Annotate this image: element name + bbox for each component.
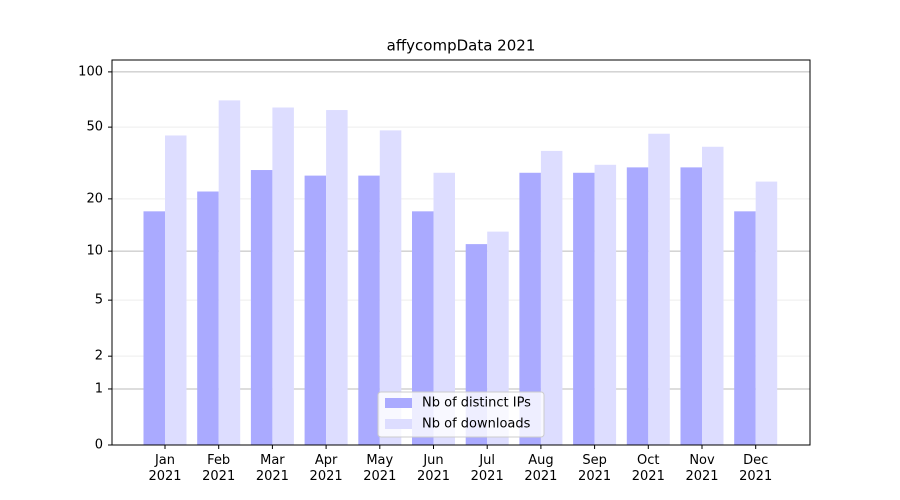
bar bbox=[734, 211, 756, 445]
bar bbox=[626, 167, 649, 446]
bar bbox=[433, 172, 455, 445]
x-tick-label: Jan 2021 bbox=[148, 453, 182, 484]
x-tick-label: Jun 2021 bbox=[416, 453, 451, 484]
bar bbox=[412, 211, 434, 445]
x-tick-label: Oct 2021 bbox=[631, 453, 665, 484]
bar bbox=[648, 133, 670, 445]
x-tick-label: Nov 2021 bbox=[685, 453, 719, 484]
plot-frame bbox=[111, 59, 811, 446]
x-tick-label: Mar 2021 bbox=[255, 453, 289, 484]
bar bbox=[519, 172, 541, 445]
chart-title: affycompData 2021 bbox=[387, 37, 536, 55]
bar bbox=[755, 181, 778, 445]
bar bbox=[197, 191, 219, 445]
legend: Nb of distinct IPs Nb of downloads bbox=[377, 391, 545, 438]
legend-swatch bbox=[385, 398, 412, 408]
y-tick-label: 0 bbox=[95, 438, 103, 453]
legend-label: Nb of distinct IPs bbox=[422, 396, 531, 411]
y-tick-label: 100 bbox=[78, 64, 103, 79]
x-tick-label: May 2021 bbox=[363, 453, 397, 484]
bar bbox=[304, 175, 327, 445]
bar bbox=[218, 100, 241, 446]
bar bbox=[540, 150, 563, 445]
bar bbox=[250, 170, 273, 445]
y-tick-label: 20 bbox=[86, 191, 103, 206]
legend-box bbox=[377, 391, 545, 438]
y-tick-label: 50 bbox=[86, 120, 103, 135]
bar bbox=[379, 130, 402, 445]
x-tick-label: Sep 2021 bbox=[578, 453, 612, 484]
x-tick-label: Apr 2021 bbox=[309, 453, 343, 484]
bar bbox=[680, 167, 702, 446]
y-tick-label: 10 bbox=[86, 244, 103, 259]
bar bbox=[143, 211, 165, 445]
bar bbox=[165, 135, 187, 445]
bar bbox=[272, 107, 294, 445]
x-tick-label: Aug 2021 bbox=[524, 453, 558, 484]
y-tick-label: 5 bbox=[95, 293, 103, 308]
legend-label: Nb of downloads bbox=[422, 417, 531, 432]
bar bbox=[573, 172, 595, 445]
y-tick-label: 2 bbox=[95, 349, 103, 364]
bar bbox=[326, 110, 348, 445]
y-tick-label: 1 bbox=[95, 381, 103, 396]
x-tick-label: Jul 2021 bbox=[470, 453, 504, 484]
legend-swatch bbox=[385, 419, 412, 429]
bar bbox=[594, 164, 617, 445]
bar bbox=[358, 175, 380, 445]
x-tick-label: Feb 2021 bbox=[202, 453, 236, 484]
bar bbox=[702, 146, 724, 446]
x-tick-label: Dec 2021 bbox=[739, 453, 773, 484]
